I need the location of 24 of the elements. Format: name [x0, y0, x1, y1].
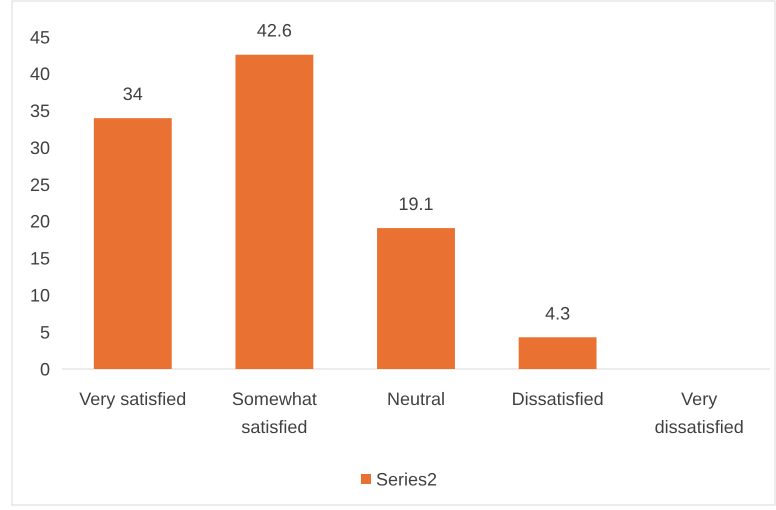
y-tick-label: 0	[40, 359, 50, 380]
x-tick-label: Neutral	[386, 389, 446, 409]
x-tick-label: Somewhat satisfied	[232, 389, 317, 437]
data-label: 34	[122, 84, 143, 104]
y-tick-label: 20	[30, 212, 50, 232]
x-tick-label: Very satisfied	[79, 389, 186, 409]
y-tick-label: 45	[30, 27, 50, 48]
bar	[94, 118, 172, 369]
y-tick-label: 25	[30, 174, 50, 195]
y-tick-label: 35	[30, 101, 50, 122]
bar	[377, 228, 455, 369]
data-label: 4.3	[545, 303, 570, 324]
legend-label: Series2	[376, 469, 438, 490]
y-tick-label: 15	[30, 248, 50, 269]
x-tick-label: Dissatisfied	[512, 389, 604, 409]
y-tick-label: 5	[40, 322, 50, 342]
data-label: 19.1	[398, 194, 434, 214]
bar	[235, 54, 314, 369]
bar	[518, 337, 597, 369]
data-label: 42.6	[256, 20, 292, 41]
y-tick-label: 40	[30, 64, 50, 84]
y-tick-label: 10	[30, 286, 50, 306]
x-tick-label: Very dissatisfied	[654, 389, 744, 437]
y-tick-label: 30	[30, 138, 50, 158]
